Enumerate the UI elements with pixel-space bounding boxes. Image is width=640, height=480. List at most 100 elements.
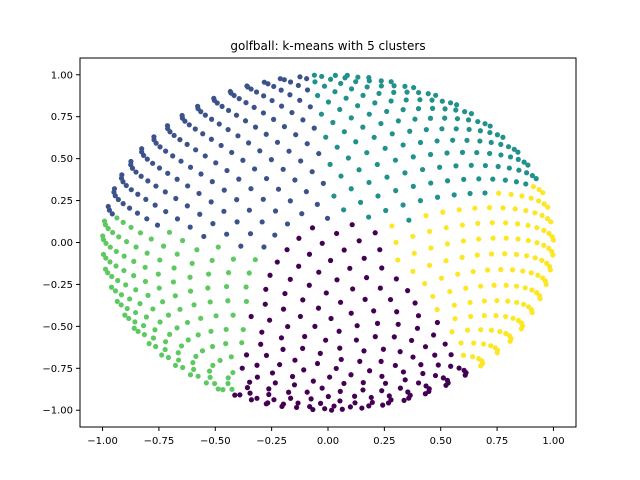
data-point-cluster-1 bbox=[152, 202, 158, 208]
data-point-cluster-0 bbox=[317, 350, 323, 356]
data-point-cluster-2 bbox=[348, 86, 355, 92]
y-tick-label: −0.75 bbox=[42, 364, 73, 375]
data-point-cluster-3 bbox=[107, 244, 113, 250]
data-point-cluster-4 bbox=[529, 309, 535, 316]
data-point-cluster-4 bbox=[550, 237, 557, 243]
data-point-cluster-2 bbox=[315, 92, 321, 99]
data-point-cluster-4 bbox=[488, 251, 495, 257]
data-point-cluster-2 bbox=[382, 145, 388, 151]
data-point-cluster-3 bbox=[190, 360, 196, 366]
data-point-cluster-0 bbox=[415, 313, 422, 319]
data-point-cluster-1 bbox=[187, 224, 193, 230]
data-point-cluster-4 bbox=[440, 209, 446, 215]
data-point-cluster-4 bbox=[490, 235, 496, 241]
data-point-cluster-0 bbox=[322, 406, 328, 412]
data-point-cluster-0 bbox=[323, 290, 329, 296]
data-point-cluster-3 bbox=[223, 341, 229, 347]
data-point-cluster-4 bbox=[518, 326, 524, 332]
data-point-cluster-0 bbox=[442, 341, 448, 347]
data-point-cluster-4 bbox=[525, 222, 531, 229]
data-point-cluster-4 bbox=[503, 220, 509, 226]
data-point-cluster-3 bbox=[109, 273, 115, 280]
data-point-cluster-0 bbox=[435, 362, 441, 368]
data-point-cluster-3 bbox=[155, 271, 161, 277]
y-tick-label: 0.25 bbox=[51, 196, 73, 207]
data-point-cluster-0 bbox=[363, 275, 370, 281]
data-point-cluster-3 bbox=[116, 234, 122, 240]
data-point-cluster-3 bbox=[123, 282, 129, 288]
data-point-cluster-0 bbox=[306, 282, 312, 288]
data-point-cluster-2 bbox=[400, 202, 406, 208]
data-point-cluster-1 bbox=[221, 208, 227, 214]
data-point-cluster-4 bbox=[497, 328, 503, 335]
data-point-cluster-1 bbox=[251, 166, 258, 172]
data-point-cluster-1 bbox=[277, 76, 283, 82]
data-point-cluster-0 bbox=[462, 372, 468, 378]
data-point-cluster-1 bbox=[247, 231, 254, 237]
data-point-cluster-1 bbox=[179, 112, 185, 119]
data-point-cluster-4 bbox=[411, 250, 417, 256]
data-point-cluster-0 bbox=[239, 365, 245, 371]
data-point-cluster-2 bbox=[454, 102, 460, 108]
data-point-cluster-3 bbox=[174, 325, 180, 331]
data-point-cluster-0 bbox=[347, 404, 353, 410]
data-point-cluster-2 bbox=[417, 97, 423, 103]
data-point-cluster-1 bbox=[314, 201, 320, 207]
data-point-cluster-2 bbox=[506, 165, 512, 171]
data-point-cluster-1 bbox=[139, 146, 145, 152]
data-point-cluster-1 bbox=[196, 190, 202, 197]
data-point-cluster-4 bbox=[478, 363, 484, 369]
data-point-cluster-2 bbox=[404, 89, 410, 95]
data-point-cluster-4 bbox=[443, 258, 449, 264]
data-point-cluster-0 bbox=[352, 400, 358, 406]
data-point-cluster-0 bbox=[266, 386, 272, 392]
data-point-cluster-3 bbox=[187, 274, 193, 280]
data-point-cluster-4 bbox=[509, 267, 516, 273]
data-point-cluster-3 bbox=[174, 251, 180, 257]
data-point-cluster-4 bbox=[465, 327, 471, 333]
data-point-cluster-4 bbox=[540, 190, 546, 196]
data-point-cluster-4 bbox=[410, 268, 416, 274]
data-point-cluster-1 bbox=[219, 103, 225, 109]
data-point-cluster-1 bbox=[171, 132, 177, 139]
data-point-cluster-3 bbox=[225, 270, 232, 276]
data-point-cluster-2 bbox=[477, 128, 483, 134]
data-point-cluster-2 bbox=[494, 132, 501, 138]
data-point-cluster-3 bbox=[185, 337, 191, 343]
data-point-cluster-1 bbox=[269, 97, 275, 104]
data-point-cluster-4 bbox=[547, 267, 553, 273]
data-point-cluster-3 bbox=[124, 305, 130, 312]
data-point-cluster-0 bbox=[317, 400, 324, 406]
data-point-cluster-2 bbox=[360, 124, 366, 130]
data-point-cluster-0 bbox=[360, 380, 366, 386]
data-point-cluster-4 bbox=[426, 228, 433, 235]
data-point-cluster-1 bbox=[268, 157, 274, 163]
data-point-cluster-0 bbox=[400, 369, 407, 375]
data-point-cluster-0 bbox=[397, 349, 403, 355]
data-point-cluster-2 bbox=[312, 79, 318, 85]
data-point-cluster-0 bbox=[323, 337, 329, 343]
data-point-cluster-2 bbox=[425, 91, 431, 97]
data-point-cluster-0 bbox=[378, 358, 384, 364]
data-point-cluster-4 bbox=[514, 299, 520, 306]
data-point-cluster-2 bbox=[453, 126, 459, 132]
data-point-cluster-2 bbox=[400, 142, 406, 148]
data-point-cluster-4 bbox=[426, 262, 433, 268]
data-point-cluster-2 bbox=[334, 144, 340, 150]
data-point-cluster-2 bbox=[505, 144, 512, 150]
data-point-cluster-1 bbox=[221, 187, 227, 193]
data-point-cluster-3 bbox=[127, 296, 133, 302]
data-point-cluster-1 bbox=[197, 211, 203, 217]
data-point-cluster-1 bbox=[252, 124, 259, 130]
y-tick-label: 1.00 bbox=[51, 70, 73, 81]
data-point-cluster-1 bbox=[177, 137, 183, 143]
plot-area-frame bbox=[79, 57, 577, 428]
data-point-cluster-0 bbox=[328, 407, 335, 413]
data-point-cluster-0 bbox=[272, 380, 278, 386]
data-point-cluster-3 bbox=[187, 288, 194, 294]
data-point-cluster-2 bbox=[378, 78, 384, 84]
data-point-cluster-3 bbox=[132, 309, 139, 316]
data-point-cluster-2 bbox=[439, 126, 445, 132]
data-point-cluster-2 bbox=[444, 178, 451, 184]
data-point-cluster-1 bbox=[270, 116, 277, 122]
